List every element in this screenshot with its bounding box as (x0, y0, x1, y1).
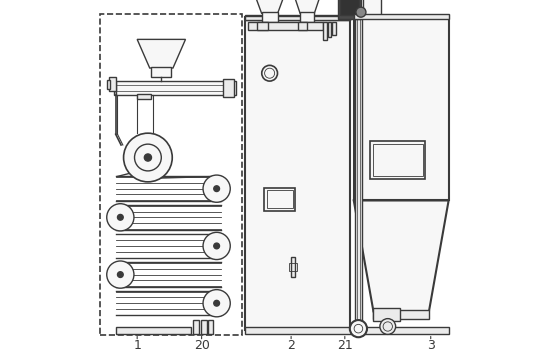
Text: 21: 21 (337, 339, 353, 352)
Bar (107, 80, 111, 89)
Bar (267, 190, 293, 208)
Bar (137, 94, 151, 99)
Polygon shape (354, 200, 449, 311)
Bar (245, 17, 350, 330)
Circle shape (135, 144, 161, 171)
Bar (223, 79, 234, 97)
Bar (116, 327, 191, 334)
Bar (262, 12, 278, 22)
Bar (332, 22, 336, 35)
Circle shape (203, 232, 230, 260)
Bar (354, 16, 449, 200)
Circle shape (144, 154, 151, 161)
Bar (100, 14, 241, 335)
Circle shape (203, 175, 230, 202)
Bar (338, 0, 361, 19)
Circle shape (118, 272, 123, 277)
Bar (151, 67, 171, 77)
Bar (291, 257, 295, 277)
Circle shape (262, 66, 278, 81)
Circle shape (350, 320, 367, 337)
Bar (245, 327, 449, 334)
Text: 20: 20 (194, 339, 210, 352)
Bar (370, 141, 425, 179)
Bar (298, 22, 307, 30)
Bar (354, 14, 449, 19)
Text: 2: 2 (287, 339, 295, 352)
Bar (328, 22, 331, 37)
Circle shape (107, 204, 134, 231)
Bar (373, 308, 400, 321)
Bar (323, 22, 327, 40)
Bar (362, 0, 381, 15)
Circle shape (107, 261, 134, 288)
Bar (201, 320, 207, 334)
Polygon shape (291, 0, 323, 13)
Circle shape (214, 243, 219, 249)
Bar (114, 81, 116, 95)
Bar (340, 0, 359, 15)
Bar (116, 81, 235, 95)
Circle shape (356, 7, 366, 17)
Bar (355, 16, 362, 324)
Bar (373, 310, 429, 319)
Circle shape (124, 133, 172, 182)
Bar (245, 16, 350, 20)
Bar (208, 320, 213, 334)
Text: 1: 1 (133, 339, 141, 352)
Bar (373, 144, 423, 176)
Bar (109, 77, 116, 91)
Polygon shape (252, 0, 288, 13)
Circle shape (203, 290, 230, 317)
Bar (257, 22, 268, 30)
Bar (300, 12, 315, 22)
Circle shape (118, 214, 123, 220)
Text: 3: 3 (427, 339, 434, 352)
Bar (264, 188, 295, 211)
Polygon shape (137, 39, 185, 68)
Bar (248, 22, 323, 30)
Bar (245, 15, 350, 20)
Bar (289, 262, 297, 271)
Circle shape (380, 319, 395, 334)
Circle shape (214, 186, 219, 192)
Bar (192, 320, 199, 334)
Circle shape (214, 300, 219, 306)
